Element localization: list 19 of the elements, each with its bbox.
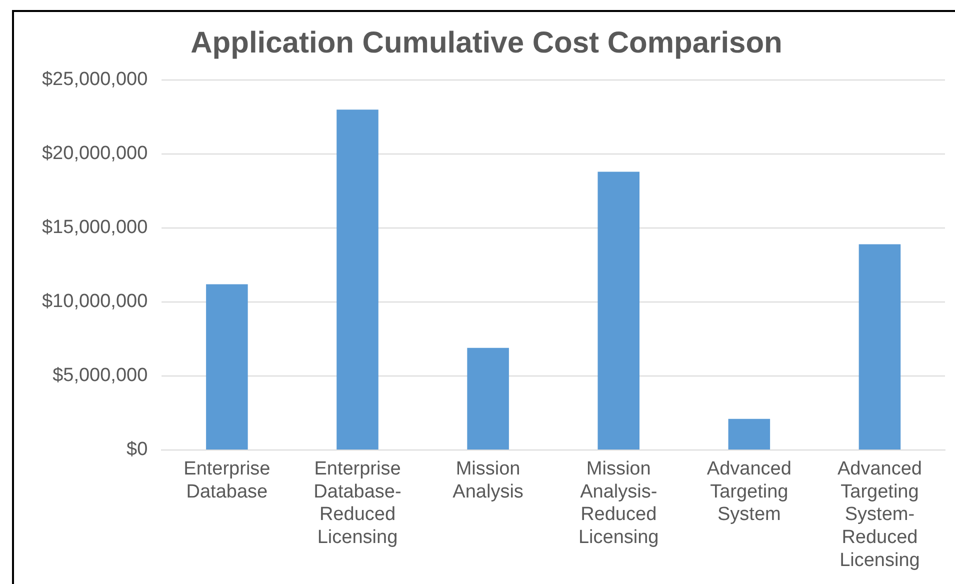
- chart-title: Application Cumulative Cost Comparison: [190, 26, 782, 60]
- bar: [598, 172, 640, 450]
- x-tick-label: Enterprise Database: [184, 458, 270, 502]
- bar: [858, 244, 901, 450]
- y-tick-label: $15,000,000: [42, 217, 148, 238]
- bar: [467, 348, 509, 450]
- y-tick-label: $20,000,000: [42, 143, 148, 164]
- bar: [728, 418, 770, 450]
- y-tick-label: $10,000,000: [42, 291, 148, 312]
- y-tick-label: $0: [126, 439, 148, 460]
- x-tick-label: Advanced Targeting System: [706, 458, 792, 526]
- y-tick-label: $25,000,000: [42, 69, 148, 90]
- x-tick-label: Mission Analysis-Reduced Licensing: [578, 458, 659, 548]
- bar: [336, 110, 378, 450]
- bar: [206, 284, 248, 450]
- x-tick-label: Advanced Targeting System-Reduced Licensing: [837, 458, 922, 571]
- y-tick-label: $5,000,000: [52, 365, 148, 386]
- x-tick-label: Mission Analysis: [452, 458, 524, 502]
- x-tick-label: Enterprise Database-Reduced Licensing: [314, 458, 402, 548]
